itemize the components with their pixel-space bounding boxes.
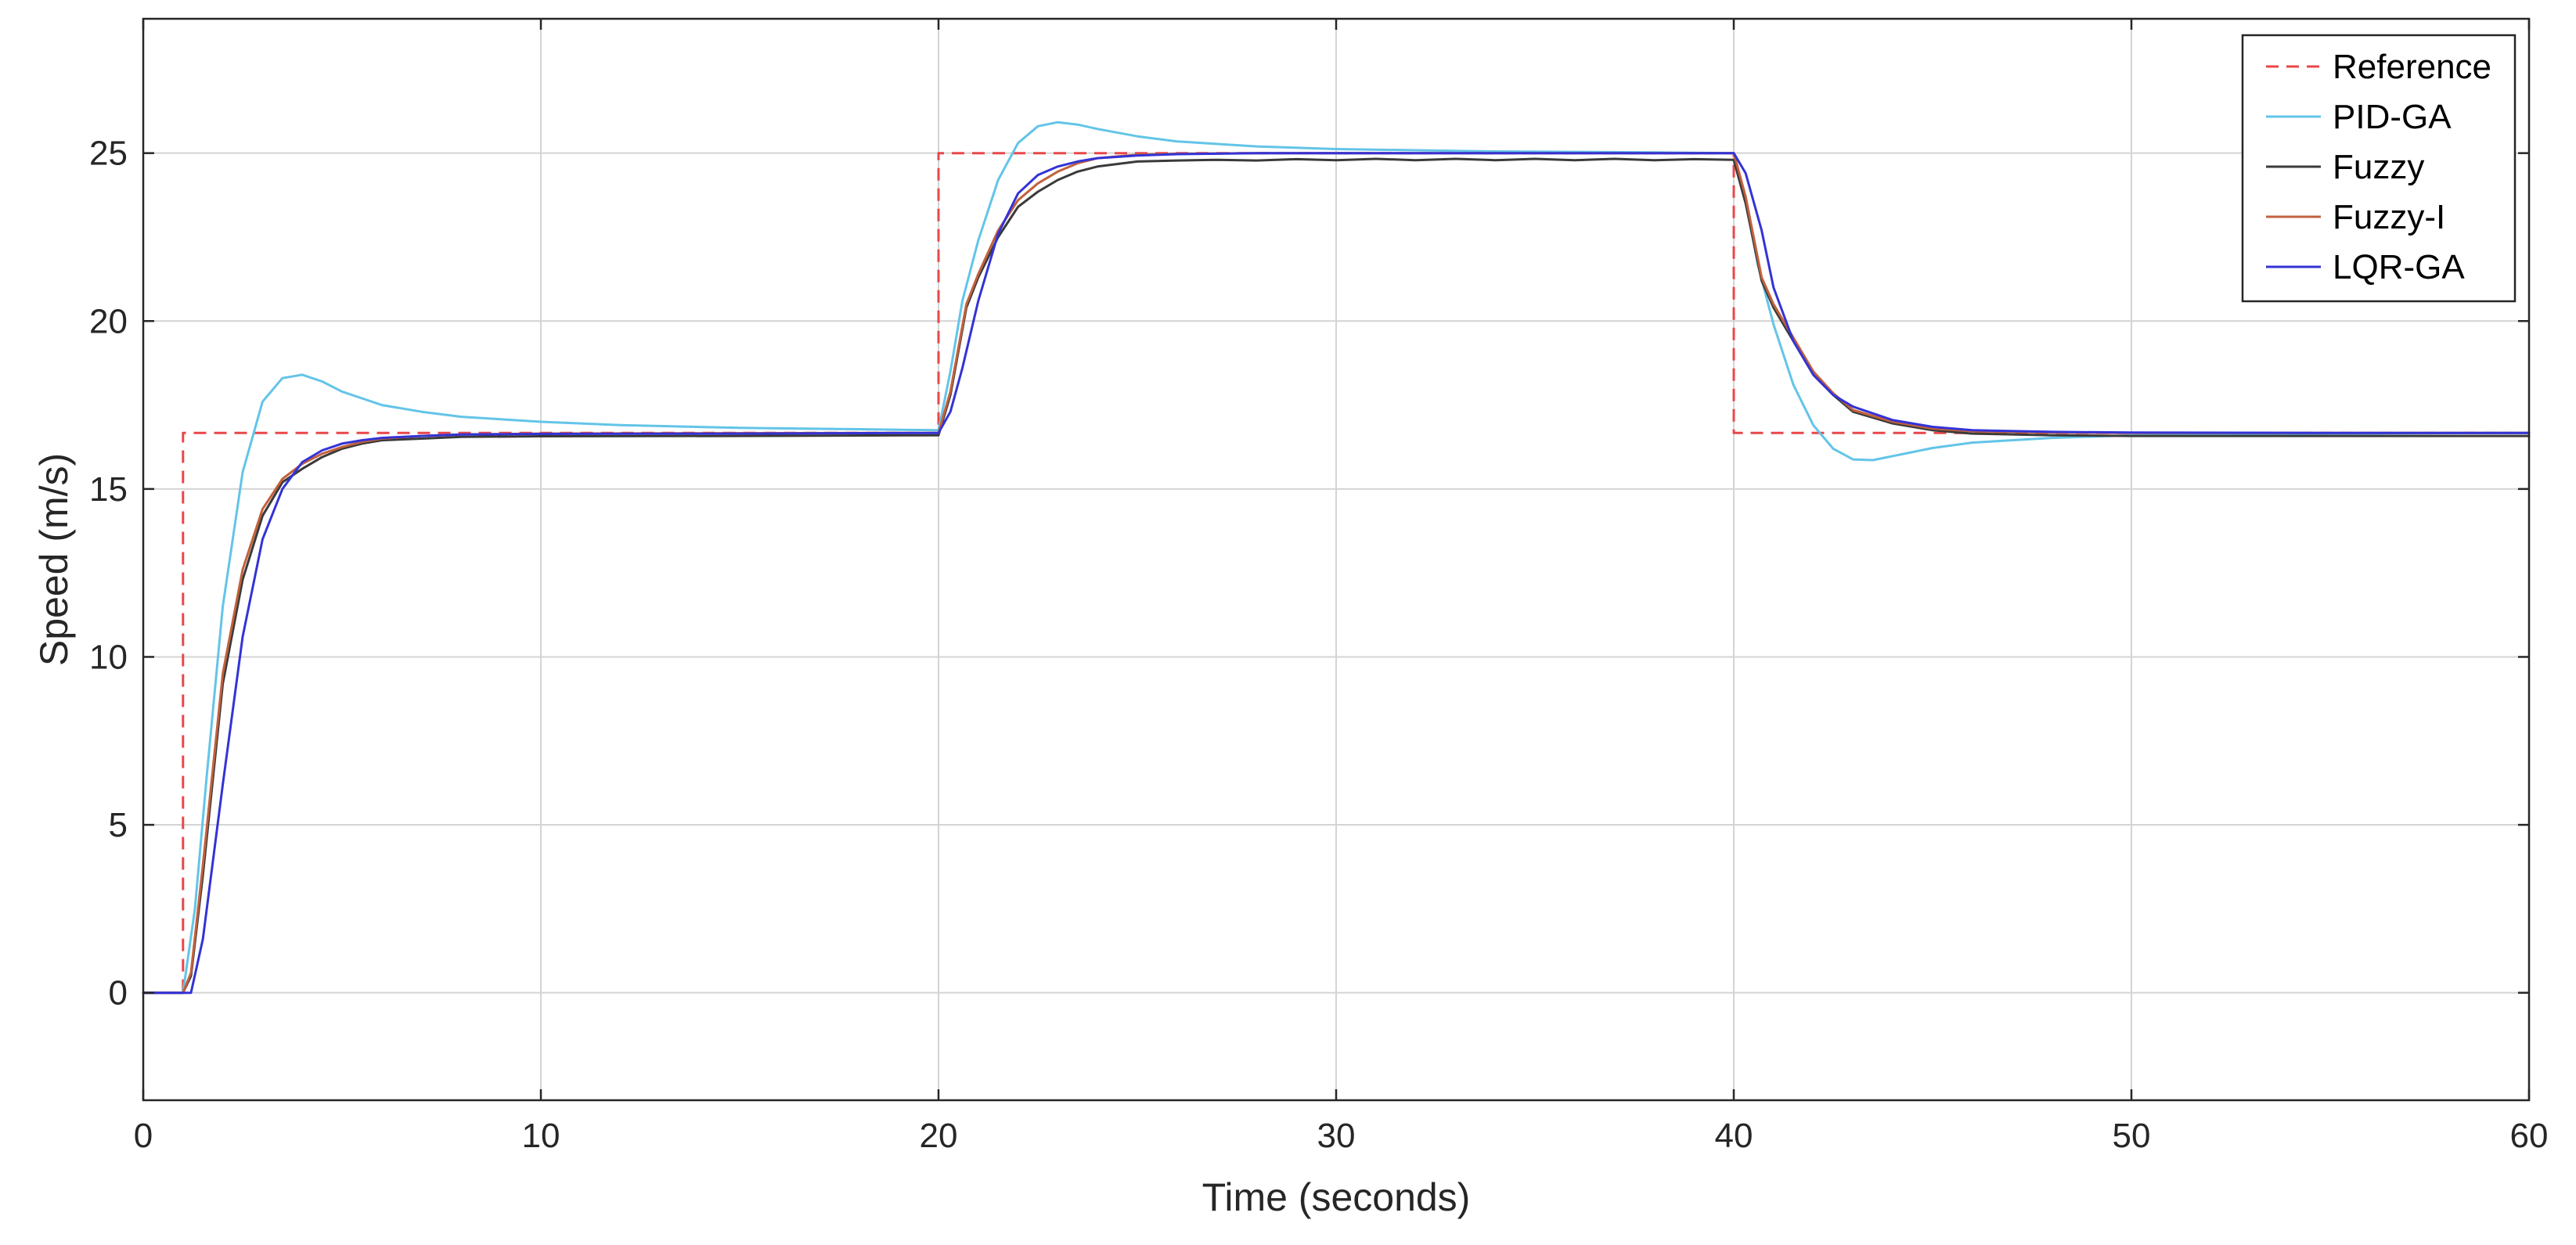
x-tick-label: 60	[2510, 1117, 2549, 1155]
y-tick-label: 20	[89, 302, 128, 340]
y-tick-label: 10	[89, 638, 128, 676]
legend-label-lqr-ga: LQR-GA	[2333, 248, 2465, 286]
y-tick-label: 5	[109, 806, 128, 844]
x-tick-label: 30	[1317, 1117, 1356, 1155]
legend-label-reference: Reference	[2333, 48, 2491, 86]
y-tick-label: 25	[89, 135, 128, 173]
series-line-lqr-ga	[142, 152, 2531, 995]
series-layer	[142, 121, 2531, 995]
legend-label-fuzzy-i: Fuzzy-I	[2333, 198, 2445, 236]
y-tick-label: 0	[109, 974, 128, 1013]
legend: Reference PID-GA Fuzzy Fuzzy-I LQR-GA	[2241, 34, 2517, 303]
x-tick-label: 0	[134, 1117, 153, 1155]
x-tick-label: 10	[522, 1117, 560, 1155]
y-axis-title: Speed (m/s)	[32, 453, 76, 666]
x-axis-ticks: 0 10 20 30 40 50 60	[134, 19, 2549, 1155]
series-line-reference	[143, 152, 2529, 995]
y-tick-label: 15	[89, 470, 128, 509]
series-line-pid-ga	[142, 121, 2531, 995]
y-axis-ticks: 0 5 10 15 20 25	[89, 135, 2529, 1013]
legend-label-pid-ga: PID-GA	[2333, 98, 2452, 136]
x-tick-label: 50	[2113, 1117, 2151, 1155]
x-tick-label: 20	[920, 1117, 958, 1155]
legend-box	[2241, 34, 2517, 303]
legend-label-fuzzy: Fuzzy	[2333, 148, 2424, 186]
x-axis-title: Time (seconds)	[1202, 1175, 1471, 1219]
x-tick-label: 40	[1715, 1117, 1753, 1155]
